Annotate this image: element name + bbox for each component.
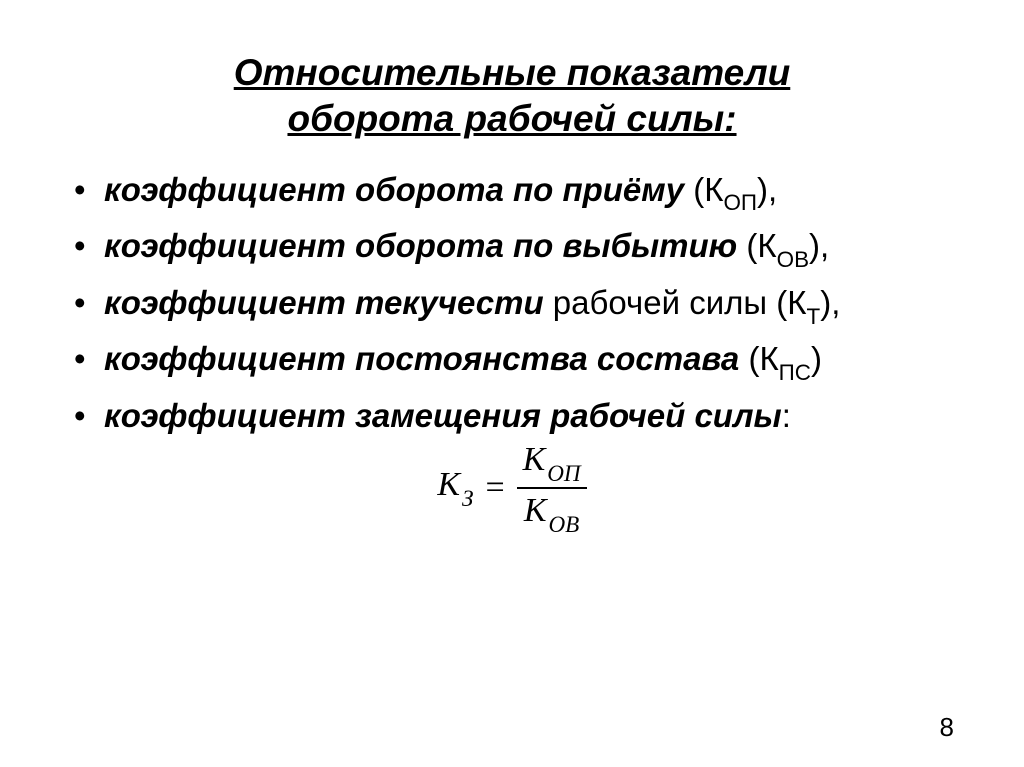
slide: Относительные показатели оборота рабочей…: [0, 0, 1024, 767]
list-item: коэффициент оборота по выбытию (КОВ),: [60, 225, 964, 272]
item-tail-close: ),: [820, 284, 840, 321]
formula-container: КЗ = КОП КОВ: [60, 442, 964, 534]
num-sub: ОП: [547, 461, 580, 487]
item-subscript: ОП: [723, 190, 757, 215]
den-sub: ОВ: [548, 512, 579, 538]
item-tail-open: (К: [737, 227, 776, 264]
bullet-list: коэффициент оборота по приёму (КОП), коэ…: [60, 169, 964, 437]
formula-lhs: КЗ: [437, 466, 473, 510]
formula-lhs-sub: З: [462, 486, 473, 512]
num-var: К: [523, 441, 546, 478]
item-subscript: Т: [806, 304, 820, 329]
title-line-1: Относительные показатели: [234, 52, 791, 93]
title-line-2: оборота рабочей силы:: [287, 98, 736, 139]
item-tail-close: ),: [809, 227, 829, 264]
formula-fraction: КОП КОВ: [517, 442, 587, 534]
fraction-denominator: КОВ: [518, 493, 585, 534]
item-tail-close: ): [811, 340, 822, 377]
item-bold: коэффициент постоянства состава: [104, 340, 739, 377]
item-subscript: ОВ: [777, 247, 809, 272]
equals-sign: =: [485, 469, 504, 507]
item-bold: коэффициент текучести: [104, 284, 544, 321]
formula: КЗ = КОП КОВ: [437, 442, 586, 534]
list-item: коэффициент замещения рабочей силы:: [60, 395, 964, 436]
den-var: К: [524, 492, 547, 529]
item-tail-open: (К: [739, 340, 778, 377]
item-bold: коэффициент оборота по выбытию: [104, 227, 737, 264]
item-tail-close: :: [782, 397, 791, 434]
item-tail-close: ),: [757, 171, 777, 208]
item-bold: коэффициент оборота по приёму: [104, 171, 684, 208]
fraction-bar: [517, 487, 587, 489]
item-bold: коэффициент замещения рабочей силы: [104, 397, 782, 434]
fraction-numerator: КОП: [517, 442, 587, 483]
list-item: коэффициент текучести рабочей силы (КТ),: [60, 282, 964, 329]
item-subscript: ПС: [779, 360, 811, 385]
item-tail-open: (К: [684, 171, 723, 208]
formula-lhs-var: К: [437, 466, 460, 503]
page-number: 8: [940, 712, 954, 743]
slide-title: Относительные показатели оборота рабочей…: [60, 50, 964, 143]
list-item: коэффициент оборота по приёму (КОП),: [60, 169, 964, 216]
item-tail-open: рабочей силы (К: [544, 284, 807, 321]
list-item: коэффициент постоянства состава (КПС): [60, 338, 964, 385]
